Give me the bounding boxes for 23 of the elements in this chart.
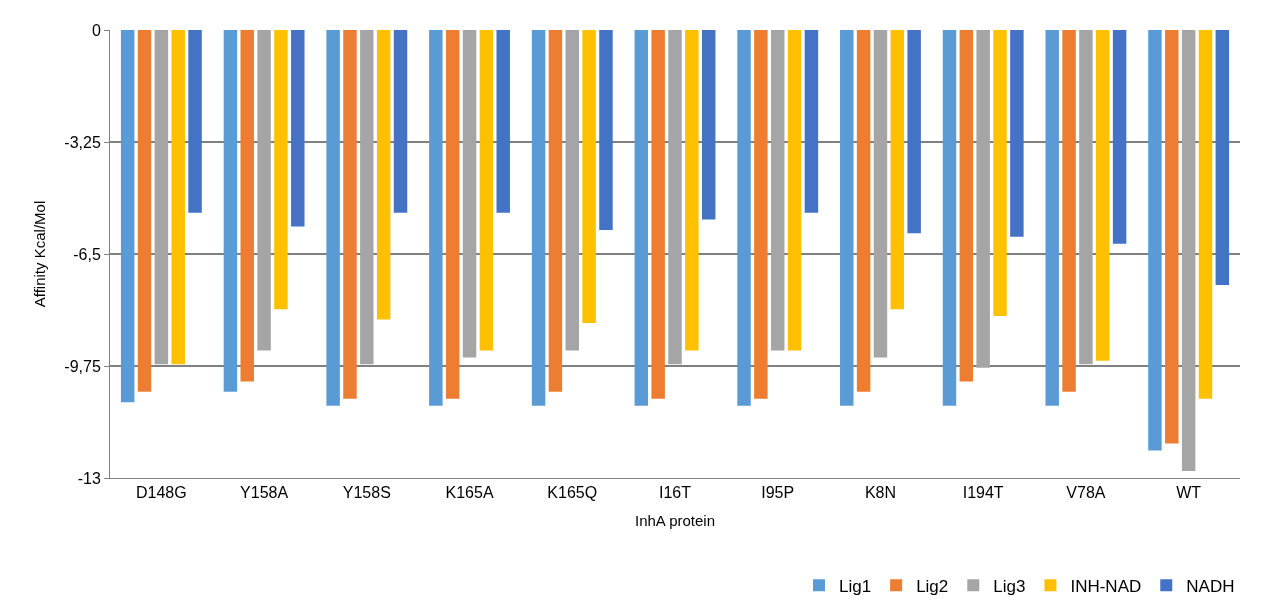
x-tick-label: I194T [962, 484, 1004, 502]
x-tick-label: D148G [136, 484, 187, 502]
y-tick-label: -13 [77, 469, 101, 487]
y-tick-label: -3,25 [64, 133, 101, 151]
y-tick-label: 0 [91, 21, 101, 39]
legend-label: Lig2 [916, 576, 949, 596]
x-tick-label: Y158A [240, 484, 289, 502]
x-tick-label: K165Q [547, 484, 598, 502]
legend-label: INH-NAD [1070, 576, 1142, 596]
x-tick-label: Y158S [342, 484, 391, 502]
y-axis-title: Affinity Kcal/Mol [30, 200, 48, 308]
legend-label: NADH [1186, 576, 1235, 596]
x-tick-label: K165A [445, 484, 494, 502]
x-tick-label: K8N [864, 484, 897, 502]
x-tick-label: V78A [1066, 484, 1106, 502]
x-axis-title: InhA protein [634, 512, 716, 530]
x-tick-label: I16T [658, 484, 692, 502]
legend-label: Lig3 [993, 576, 1026, 596]
x-tick-label: I95P [761, 484, 795, 502]
legend-label: Lig1 [839, 576, 872, 596]
y-tick-label: -6,5 [73, 245, 101, 263]
y-tick-label: -9,75 [64, 357, 101, 375]
x-tick-label: WT [1176, 484, 1202, 502]
